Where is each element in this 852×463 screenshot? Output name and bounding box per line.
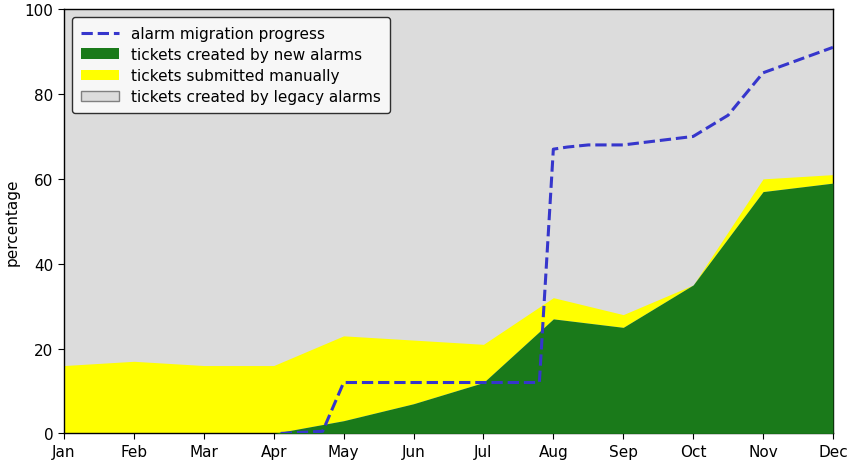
Legend: alarm migration progress, tickets created by new alarms, tickets submitted manua: alarm migration progress, tickets create… [72, 18, 390, 114]
Y-axis label: percentage: percentage [4, 178, 19, 265]
